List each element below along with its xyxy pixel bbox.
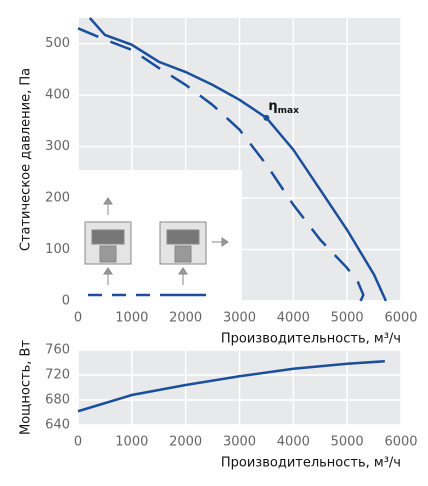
line-series bbox=[88, 17, 388, 302]
x-axis-label: Производительность, м³/ч bbox=[221, 332, 401, 347]
y-axis-label: Мощность, Вт bbox=[19, 340, 34, 435]
x-axis-label: Производительность, м³/ч bbox=[221, 456, 401, 471]
annotation-symbol: η bbox=[268, 98, 277, 113]
y-tick-label: 720 bbox=[45, 368, 70, 383]
y-tick-label: 200 bbox=[45, 191, 70, 206]
annotation: ηmax bbox=[268, 98, 299, 115]
x-tick-label: 4000 bbox=[277, 311, 310, 326]
y-tick-label: 680 bbox=[45, 393, 70, 408]
x-tick-label: 2000 bbox=[169, 435, 202, 450]
x-tick-label: 1000 bbox=[115, 311, 148, 326]
y-tick-label: 300 bbox=[45, 139, 70, 154]
x-tick-label: 6000 bbox=[384, 435, 417, 450]
y-tick-label: 0 bbox=[62, 294, 70, 309]
y-tick-label: 640 bbox=[45, 418, 70, 433]
x-tick-label: 5000 bbox=[331, 435, 364, 450]
icon-left bbox=[84, 197, 132, 285]
y-tick-label: 500 bbox=[45, 36, 70, 51]
x-tick-label: 6000 bbox=[384, 311, 417, 326]
icon-right bbox=[159, 221, 229, 285]
line-series bbox=[77, 360, 385, 413]
x-tick-label: 2000 bbox=[169, 311, 202, 326]
y-tick-label: 400 bbox=[45, 88, 70, 103]
y-axis-label: Статическое давление, Па bbox=[19, 68, 34, 251]
x-tick-label: 0 bbox=[74, 435, 82, 450]
annotation-sub: max bbox=[278, 105, 299, 115]
y-tick-label: 100 bbox=[45, 242, 70, 257]
x-tick-label: 4000 bbox=[277, 435, 310, 450]
x-tick-label: 3000 bbox=[223, 435, 256, 450]
eta-max-point bbox=[263, 114, 270, 121]
x-tick-label: 0 bbox=[74, 311, 82, 326]
x-tick-label: 5000 bbox=[331, 311, 364, 326]
curve-layer bbox=[77, 360, 385, 413]
curve-layer: ηmax bbox=[77, 17, 388, 302]
line-series bbox=[77, 27, 365, 302]
x-tick-label: 1000 bbox=[115, 435, 148, 450]
x-tick-label: 3000 bbox=[223, 311, 256, 326]
grid-layer: 0 1000 2000 3000 4000 5000 6000 640 680 720 760 Про… bbox=[19, 340, 418, 471]
inset-legend bbox=[78, 170, 242, 301]
y-tick-label: 760 bbox=[45, 343, 70, 358]
